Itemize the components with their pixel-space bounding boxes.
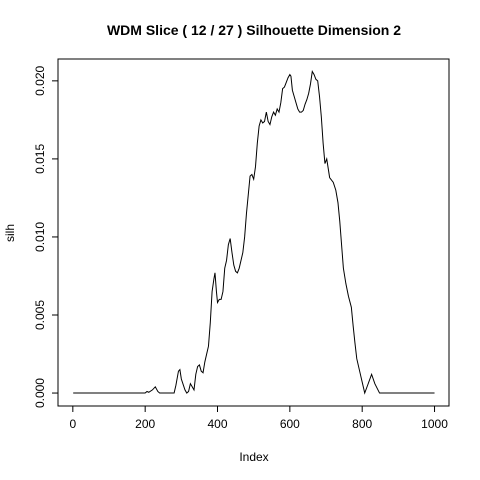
y-tick-label: 0.020 xyxy=(33,66,47,96)
x-tick-label: 800 xyxy=(352,417,372,431)
x-tick-label: 400 xyxy=(207,417,227,431)
x-axis-label: Index xyxy=(239,450,268,464)
y-axis-label: silh xyxy=(3,224,17,242)
y-tick-label: 0.010 xyxy=(33,222,47,252)
data-line xyxy=(73,69,435,395)
y-tick-label: 0.005 xyxy=(33,300,47,330)
plot-frame xyxy=(57,58,450,407)
chart-title: WDM Slice ( 12 / 27 ) Silhouette Dimensi… xyxy=(107,22,401,38)
x-tick-label: 200 xyxy=(135,417,155,431)
y-tick-label: 0.000 xyxy=(33,378,47,408)
y-tick-label: 0.015 xyxy=(33,144,47,174)
x-tick-label: 0 xyxy=(69,417,76,431)
x-tick-label: 1000 xyxy=(421,417,448,431)
x-tick-label: 600 xyxy=(280,417,300,431)
